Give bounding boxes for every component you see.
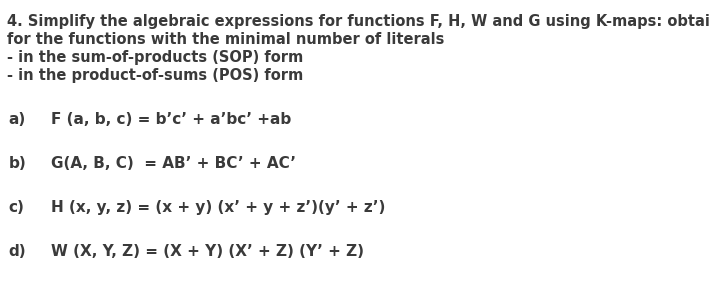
Text: 4. Simplify the algebraic expressions for functions F, H, W and G using K-maps: : 4. Simplify the algebraic expressions fo… [7, 14, 711, 29]
Text: b): b) [9, 156, 26, 171]
Text: d): d) [9, 244, 26, 259]
Text: - in the sum-of-products (SOP) form: - in the sum-of-products (SOP) form [7, 50, 304, 65]
Text: c): c) [9, 200, 24, 215]
Text: for the functions with the minimal number of literals: for the functions with the minimal numbe… [7, 32, 444, 47]
Text: H (x, y, z) = (x + y) (x’ + y + z’)(y’ + z’): H (x, y, z) = (x + y) (x’ + y + z’)(y’ +… [51, 200, 385, 215]
Text: a): a) [9, 112, 26, 127]
Text: G(A, B, C)  = AB’ + BC’ + AC’: G(A, B, C) = AB’ + BC’ + AC’ [51, 156, 296, 171]
Text: W (X, Y, Z) = (X + Y) (X’ + Z) (Y’ + Z): W (X, Y, Z) = (X + Y) (X’ + Z) (Y’ + Z) [51, 244, 364, 259]
Text: F (a, b, c) = b’c’ + a’bc’ +ab: F (a, b, c) = b’c’ + a’bc’ +ab [51, 112, 292, 127]
Text: - in the product-of-sums (POS) form: - in the product-of-sums (POS) form [7, 68, 304, 83]
